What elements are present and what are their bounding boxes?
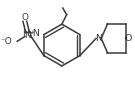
Text: N: N	[24, 31, 31, 40]
Text: ⁻O: ⁻O	[1, 37, 13, 46]
Text: O: O	[21, 13, 28, 22]
Text: H₂N: H₂N	[22, 29, 40, 38]
Text: O: O	[125, 34, 132, 43]
Text: +: +	[29, 30, 35, 35]
Text: N: N	[95, 34, 102, 43]
